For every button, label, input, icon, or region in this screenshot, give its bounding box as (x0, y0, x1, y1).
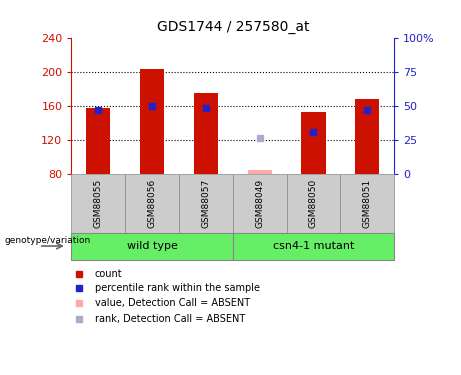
Bar (71, 232, 233, 260)
Text: rank, Detection Call = ABSENT: rank, Detection Call = ABSENT (95, 314, 245, 324)
Title: GDS1744 / 257580_at: GDS1744 / 257580_at (157, 20, 309, 34)
Bar (233, 174, 287, 232)
Bar (125, 174, 179, 232)
Text: GSM88051: GSM88051 (363, 179, 372, 228)
Text: value, Detection Call = ABSENT: value, Detection Call = ABSENT (95, 298, 250, 308)
Text: GSM88049: GSM88049 (255, 179, 264, 228)
Bar (301, 112, 325, 174)
Text: csn4-1 mutant: csn4-1 mutant (273, 241, 354, 251)
Text: GSM88057: GSM88057 (201, 179, 210, 228)
Bar (86, 108, 111, 174)
Bar (248, 170, 272, 174)
Bar (71, 174, 125, 232)
Bar (194, 93, 218, 174)
Bar (179, 174, 233, 232)
Text: wild type: wild type (127, 241, 177, 251)
Bar (233, 232, 394, 260)
Text: GSM88055: GSM88055 (94, 179, 103, 228)
Text: count: count (95, 268, 122, 279)
Bar (355, 99, 379, 174)
Bar (287, 174, 340, 232)
Text: percentile rank within the sample: percentile rank within the sample (95, 284, 260, 293)
Text: GSM88056: GSM88056 (148, 179, 157, 228)
Text: genotype/variation: genotype/variation (5, 236, 91, 245)
Text: GSM88050: GSM88050 (309, 179, 318, 228)
Bar (340, 174, 394, 232)
Bar (140, 69, 164, 174)
